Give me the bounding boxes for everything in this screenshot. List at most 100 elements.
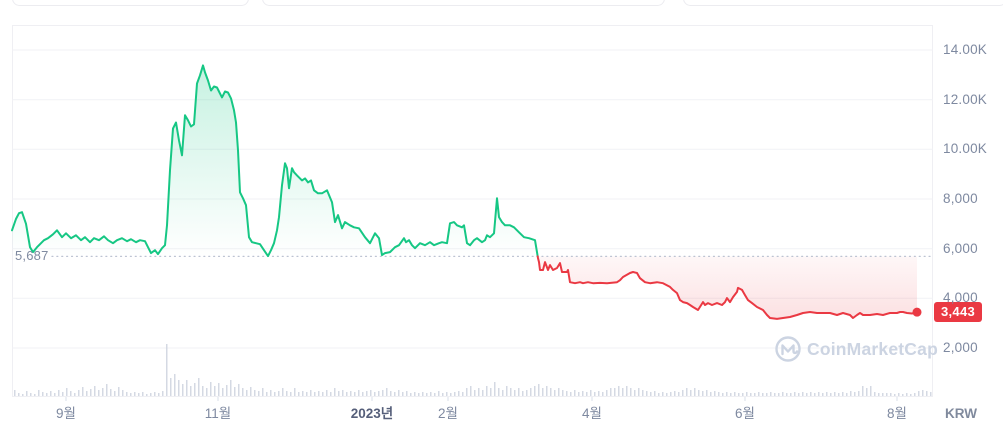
- volume-bar: [202, 386, 204, 396]
- y-axis-tick-label: 6,000: [943, 240, 978, 256]
- volume-bar: [114, 391, 116, 396]
- volume-bar: [558, 388, 560, 396]
- volume-bar: [498, 388, 500, 396]
- volume-bar: [490, 388, 492, 396]
- volume-bar: [426, 393, 428, 396]
- volume-bar: [626, 386, 628, 396]
- volume-bar: [718, 392, 720, 396]
- volume-bar: [526, 390, 528, 396]
- volume-bar: [382, 390, 384, 396]
- volume-bar: [246, 390, 248, 396]
- volume-bar: [214, 386, 216, 396]
- volume-bar: [550, 388, 552, 396]
- volume-bar: [914, 393, 916, 396]
- volume-bar: [98, 390, 100, 396]
- volume-bar: [822, 393, 824, 396]
- volume-bar: [910, 394, 912, 396]
- volume-bar: [154, 392, 156, 396]
- volume-bar: [342, 390, 344, 396]
- volume-bar: [922, 390, 924, 396]
- volume-bar: [918, 391, 920, 396]
- volume-bar: [826, 392, 828, 396]
- volume-bar: [778, 393, 780, 396]
- volume-bar: [774, 393, 776, 396]
- volume-bar: [538, 384, 540, 396]
- volume-bar: [758, 392, 760, 396]
- volume-bar: [106, 384, 108, 396]
- volume-bar: [434, 393, 436, 396]
- volume-bar: [790, 393, 792, 396]
- volume-bar: [566, 391, 568, 396]
- volume-bar: [650, 392, 652, 396]
- volume-bar: [514, 390, 516, 396]
- volume-bar: [166, 344, 168, 396]
- volume-bar: [658, 393, 660, 396]
- volume-bar: [494, 382, 496, 396]
- y-axis-tick-label: 14.00K: [943, 42, 987, 57]
- currency-label: KRW: [945, 406, 977, 421]
- volume-bar: [274, 392, 276, 396]
- volume-bar: [510, 388, 512, 396]
- volume-bar: [882, 393, 884, 396]
- volume-bar: [830, 393, 832, 396]
- volume-bar: [890, 393, 892, 396]
- volume-bar: [398, 390, 400, 396]
- volume-bar: [798, 393, 800, 396]
- volume-bar: [574, 390, 576, 396]
- volume-bar: [334, 388, 336, 396]
- volume-bar: [66, 388, 68, 396]
- volume-bar: [842, 392, 844, 396]
- volume-bar: [270, 390, 272, 396]
- volume-bar: [614, 388, 616, 396]
- volume-bar: [926, 391, 928, 396]
- volume-bar: [194, 383, 196, 396]
- volume-bar: [290, 392, 292, 396]
- y-axis-tick-label: 10.00K: [943, 141, 987, 157]
- volume-bar: [62, 392, 64, 396]
- x-axis-tick-label: 9월: [56, 406, 76, 421]
- volume-bar: [50, 391, 52, 396]
- x-axis-tick-label: 8월: [887, 406, 907, 421]
- y-axis-tick-label: 2,000: [943, 340, 978, 355]
- volume-bar: [402, 392, 404, 396]
- volume-bar: [102, 388, 104, 396]
- volume-bar: [846, 393, 848, 396]
- volume-bar: [222, 388, 224, 396]
- y-axis-tick-label: 12.00K: [943, 91, 987, 107]
- volume-bar: [330, 392, 332, 396]
- volume-bar: [218, 383, 220, 396]
- x-axis-tick-label: 4월: [582, 406, 602, 421]
- volume-bar: [414, 392, 416, 396]
- volume-bar: [854, 392, 856, 396]
- volume-bar: [634, 390, 636, 396]
- volume-bar: [390, 391, 392, 396]
- volume-bar: [782, 392, 784, 396]
- volume-bar: [698, 390, 700, 396]
- volume-bar: [82, 387, 84, 396]
- volume-bar: [90, 389, 92, 396]
- volume-bar: [310, 390, 312, 396]
- price-chart-plot[interactable]: [12, 25, 933, 397]
- y-axis-tick-label: 4,000: [943, 290, 978, 306]
- volume-bar: [546, 386, 548, 396]
- volume-bar: [378, 391, 380, 396]
- volume-bar: [190, 386, 192, 396]
- cropped-toolbar-button[interactable]: [683, 0, 1003, 6]
- volume-bar: [682, 390, 684, 396]
- volume-bar: [722, 393, 724, 396]
- last-price-badge: 3,443: [934, 302, 982, 323]
- volume-bar: [738, 393, 740, 396]
- volume-bar: [18, 393, 20, 396]
- volume-bar: [750, 393, 752, 396]
- volume-bar: [786, 393, 788, 396]
- volume-bar: [902, 394, 904, 396]
- volume-bar: [186, 380, 188, 396]
- volume-bar: [506, 386, 508, 396]
- volume-bar: [602, 392, 604, 396]
- volume-bar: [874, 392, 876, 396]
- volume-bar: [162, 391, 164, 396]
- volume-bar: [594, 392, 596, 396]
- volume-bar: [618, 386, 620, 396]
- volume-bar: [730, 393, 732, 396]
